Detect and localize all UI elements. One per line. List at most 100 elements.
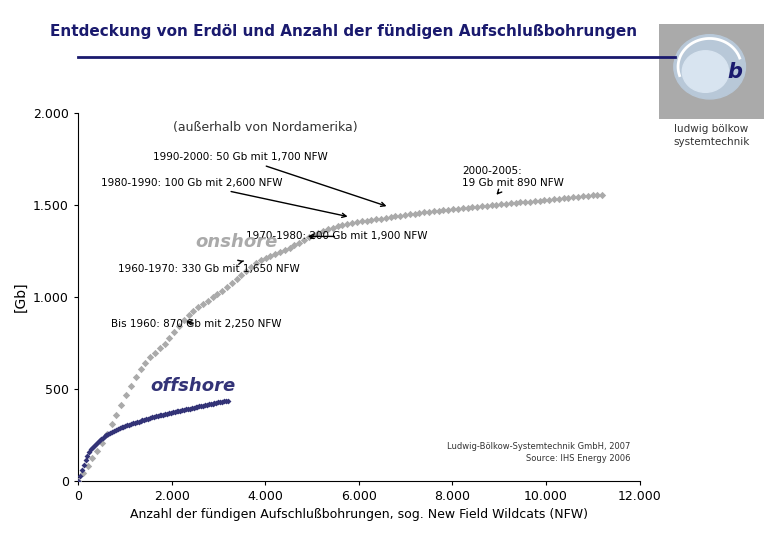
Point: [222, 396, 234, 405]
Point: [150, 412, 162, 421]
Point: [197, 300, 209, 308]
Point: [154, 344, 166, 353]
Point: [115, 401, 127, 409]
FancyBboxPatch shape: [659, 24, 764, 119]
Point: [163, 409, 176, 417]
Point: [129, 418, 141, 427]
Point: [112, 425, 124, 434]
Point: [144, 414, 156, 422]
Point: [409, 209, 421, 218]
Point: [250, 259, 262, 268]
Point: [108, 427, 120, 435]
Point: [356, 217, 368, 226]
Point: [327, 224, 339, 232]
Point: [254, 256, 267, 265]
Text: 1990-2000: 50 Gb mit 1,700 NFW: 1990-2000: 50 Gb mit 1,700 NFW: [153, 152, 385, 206]
Point: [360, 217, 373, 225]
Point: [480, 201, 493, 210]
Point: [183, 311, 195, 320]
Point: [288, 241, 300, 249]
Point: [303, 233, 315, 242]
Point: [442, 206, 455, 214]
Point: [119, 422, 132, 430]
Point: [144, 353, 156, 362]
Point: [201, 296, 214, 305]
Point: [380, 213, 392, 222]
Point: [394, 211, 406, 220]
Point: [110, 410, 122, 419]
Point: [72, 476, 84, 485]
Point: [195, 402, 207, 410]
Text: ludwig bölkow
systemtechnik: ludwig bölkow systemtechnik: [673, 124, 750, 147]
Point: [466, 203, 479, 212]
Point: [93, 436, 105, 445]
Point: [176, 406, 189, 415]
Point: [83, 448, 96, 456]
Text: Ludwig-Bölkow-Systemtechnik GmbH, 2007
Source: IHS Energy 2006: Ludwig-Bölkow-Systemtechnik GmbH, 2007 S…: [447, 442, 630, 463]
Point: [197, 401, 209, 410]
Point: [101, 430, 113, 438]
Point: [76, 469, 89, 477]
Point: [183, 404, 196, 413]
Point: [538, 196, 551, 205]
Point: [130, 418, 143, 427]
Point: [91, 447, 104, 455]
Point: [157, 410, 169, 419]
Text: 2000-2005:
19 Gb mit 890 NFW: 2000-2005: 19 Gb mit 890 NFW: [462, 166, 564, 194]
Point: [389, 212, 402, 221]
Point: [214, 398, 226, 407]
Text: (außerhalb von Nordamerika): (außerhalb von Nordamerika): [173, 121, 357, 134]
Point: [317, 227, 329, 235]
Point: [191, 402, 204, 411]
Point: [113, 424, 126, 433]
Point: [500, 199, 512, 208]
Point: [121, 421, 133, 430]
Point: [374, 214, 387, 223]
Point: [80, 456, 92, 464]
Point: [178, 406, 190, 414]
Point: [490, 200, 502, 209]
Point: [423, 207, 435, 216]
Point: [236, 271, 248, 279]
Point: [149, 348, 161, 357]
Point: [192, 303, 204, 312]
Point: [129, 373, 142, 381]
Point: [208, 399, 221, 408]
Point: [346, 219, 358, 227]
Point: [110, 426, 122, 434]
Point: [172, 322, 185, 330]
Point: [567, 193, 580, 202]
Point: [134, 365, 147, 374]
Point: [529, 197, 541, 206]
Point: [230, 275, 243, 284]
Point: [591, 191, 604, 199]
Text: 1970-1980: 200 Gb mit 1,900 NFW: 1970-1980: 200 Gb mit 1,900 NFW: [246, 232, 428, 241]
Point: [180, 405, 193, 414]
Point: [403, 210, 416, 219]
Point: [186, 404, 198, 413]
Point: [81, 451, 94, 460]
Text: b: b: [728, 62, 743, 82]
Point: [117, 422, 129, 431]
Point: [332, 222, 344, 231]
Point: [199, 401, 211, 409]
Point: [102, 429, 115, 438]
Point: [182, 404, 194, 413]
Point: [216, 286, 229, 295]
Point: [558, 194, 570, 202]
Point: [151, 411, 164, 420]
X-axis label: Anzahl der fündigen Aufschlußbohrungen, sog. New Field Wildcats (NFW): Anzahl der fündigen Aufschlußbohrungen, …: [129, 508, 588, 521]
Point: [72, 476, 84, 485]
Point: [274, 247, 286, 256]
Point: [548, 195, 560, 204]
Point: [427, 207, 440, 215]
Point: [438, 206, 450, 214]
Point: [97, 434, 109, 442]
Point: [126, 419, 139, 428]
Text: offshore: offshore: [151, 376, 236, 395]
Point: [94, 435, 107, 443]
Point: [86, 454, 98, 463]
Point: [576, 192, 589, 201]
Point: [138, 415, 151, 424]
Point: [452, 205, 464, 213]
